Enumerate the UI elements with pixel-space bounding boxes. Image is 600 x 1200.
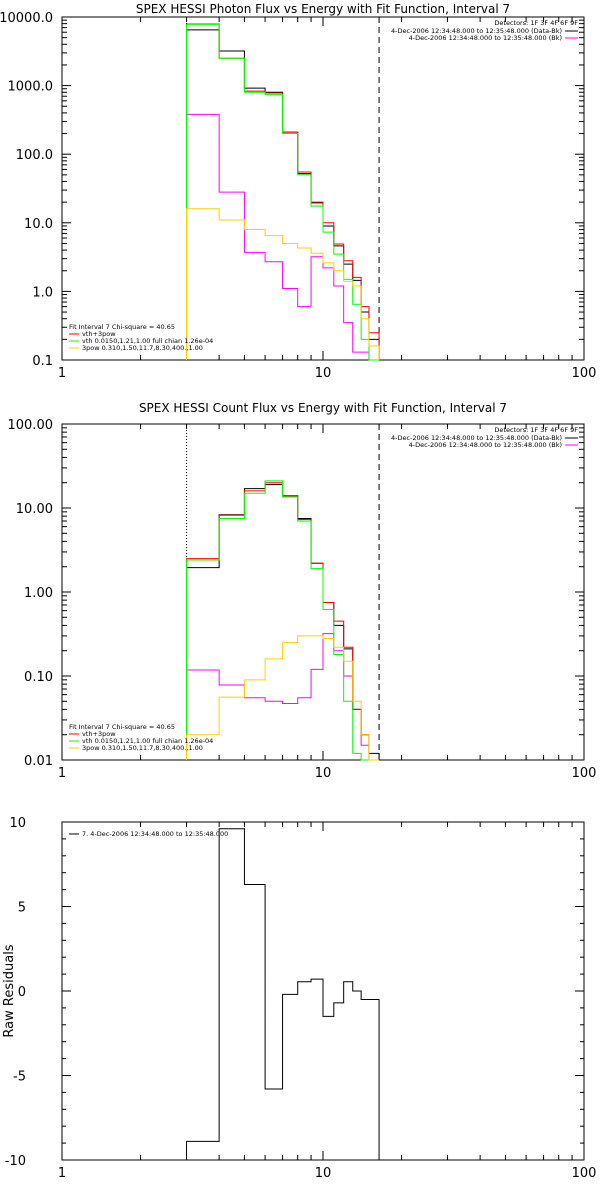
legend-entry: vth 0.0150,1.21,1.00 full chian 1.26e-04 xyxy=(82,737,213,745)
series-line-5 xyxy=(186,208,380,360)
y-tick-label: 10.00 xyxy=(16,502,53,517)
legend: 7. 4-Dec-2006 12:34:48.000 to 12:35:48.0… xyxy=(69,830,228,838)
series-line-1 xyxy=(186,828,380,1160)
legend-entry: 3pow 0.310,1.50,11.7,8.30,400.,1.00 xyxy=(82,744,203,752)
chart-title: SPEX HESSI Count Flux vs Energy with Fit… xyxy=(139,401,507,415)
y-tick-label: 0.1 xyxy=(32,354,53,369)
series-line-1 xyxy=(186,484,380,760)
chart-panel-1: SPEX HESSI Photon Flux vs Energy with Fi… xyxy=(0,2,596,381)
y-tick-label: 0 xyxy=(18,985,26,1000)
legend-bottom: Fit Interval 7 Chi-square = 40.65vth+3po… xyxy=(69,323,213,352)
x-tick-label: 10 xyxy=(315,366,332,381)
y-tick-label: 100.00 xyxy=(8,418,54,433)
legend-entry: 3pow 0.310,1.50,11.7,8.30,400.,1.00 xyxy=(82,344,203,352)
legend-entry: 4-Dec-2006 12:34:48.000 to 12:35:48.000 … xyxy=(391,27,562,35)
y-tick-label: 1.00 xyxy=(24,586,53,601)
legend-entry: vth+3pow xyxy=(82,330,116,338)
legend-header: Fit Interval 7 Chi-square = 40.65 xyxy=(69,323,175,331)
legend-top: Detectors: 1F 3F 4F 6F 9F4-Dec-2006 12:3… xyxy=(391,426,578,449)
chart-panel-3: Raw Residuals 1 10 100 10 5 0 -5 -10 7. 4-Dec-200… xyxy=(2,816,596,1181)
y-tick-label: -10 xyxy=(5,1154,26,1169)
y-tick-label: 10000.0 xyxy=(0,11,53,26)
series-line-1 xyxy=(186,29,380,360)
x-tick-label: 10 xyxy=(315,766,332,781)
x-tick-label: 1 xyxy=(58,366,66,381)
x-tick-label: 100 xyxy=(572,1166,597,1181)
chart-panel-2: SPEX HESSI Count Flux vs Energy with Fit… xyxy=(8,401,597,781)
legend-entry: 4-Dec-2006 12:34:48.000 to 12:35:48.000 … xyxy=(409,34,562,42)
x-tick-label: 1 xyxy=(58,1166,66,1181)
plot-frame xyxy=(61,16,585,361)
y-tick-label: 1.0 xyxy=(32,285,53,300)
legend-header: Detectors: 1F 3F 4F 6F 9F xyxy=(494,426,578,434)
legend-header: Fit Interval 7 Chi-square = 40.65 xyxy=(69,723,175,731)
y-tick-label: 10.0 xyxy=(24,217,53,232)
y-axis: 100.00 10.00 1.00 0.10 0.01 xyxy=(8,418,584,769)
legend-entry: vth 0.0150,1.21,1.00 full chian 1.26e-04 xyxy=(82,337,213,345)
y-tick-label: 5 xyxy=(18,901,26,916)
legend-entry: 7. 4-Dec-2006 12:34:48.000 to 12:35:48.0… xyxy=(82,830,228,838)
y-axis: 10000.0 1000.0 100.0 10.0 1.0 0.1 xyxy=(0,11,584,369)
legend-entry: vth+3pow xyxy=(82,730,116,738)
series-line-2 xyxy=(186,113,380,361)
x-tick-label: 1 xyxy=(58,766,66,781)
series-line-4 xyxy=(186,480,380,761)
series-line-5 xyxy=(186,635,380,761)
y-tick-label: 0.01 xyxy=(24,754,53,769)
series-line-3 xyxy=(186,23,380,360)
series-line-3 xyxy=(186,482,380,761)
x-axis: 1 10 100 xyxy=(58,424,597,781)
legend-top: Detectors: 1F 3F 4F 6F 9F4-Dec-2006 12:3… xyxy=(391,19,578,42)
legend-entry: 4-Dec-2006 12:34:48.000 to 12:35:48.000 … xyxy=(409,441,562,449)
series-line-4 xyxy=(186,23,380,361)
legend-bottom: Fit Interval 7 Chi-square = 40.65vth+3po… xyxy=(69,723,213,752)
y-axis-label: Raw Residuals xyxy=(2,944,17,1037)
x-tick-label: 10 xyxy=(315,1166,332,1181)
y-tick-label: 0.10 xyxy=(24,670,53,685)
y-tick-label: 10 xyxy=(9,816,26,831)
y-tick-label: 1000.0 xyxy=(8,80,54,95)
chart-title: SPEX HESSI Photon Flux vs Energy with Fi… xyxy=(136,2,510,16)
legend-header: Detectors: 1F 3F 4F 6F 9F xyxy=(494,19,578,27)
x-axis: 1 10 100 xyxy=(58,822,597,1181)
y-tick-label: 100.0 xyxy=(16,148,53,163)
legend-entry: 4-Dec-2006 12:34:48.000 to 12:35:48.000 … xyxy=(391,434,562,442)
x-tick-label: 100 xyxy=(572,366,597,381)
y-tick-label: -5 xyxy=(13,1070,26,1085)
y-axis: 10 5 0 -5 -10 xyxy=(5,816,584,1169)
x-tick-label: 100 xyxy=(572,766,597,781)
